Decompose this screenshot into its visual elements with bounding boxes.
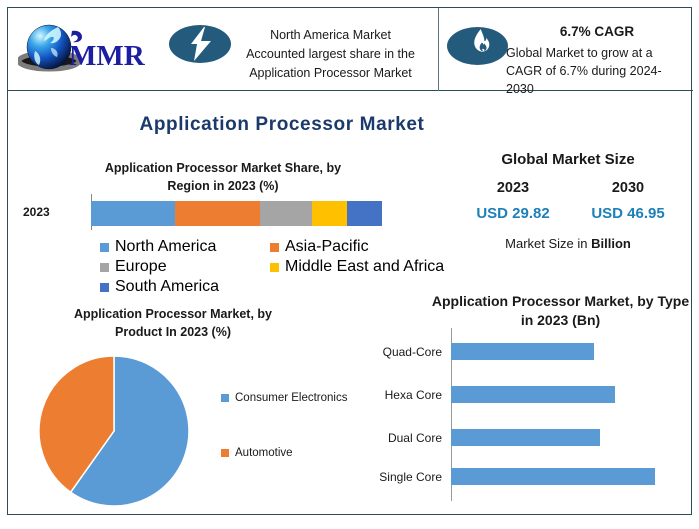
- svg-text:MMR: MMR: [69, 40, 146, 72]
